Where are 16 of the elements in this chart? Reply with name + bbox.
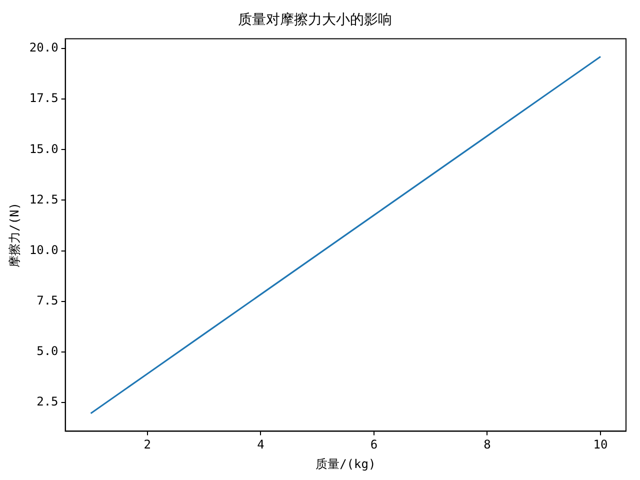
y-tick-label: 10.0: [29, 242, 58, 257]
y-tick-label: 5.0: [36, 344, 58, 358]
y-tick-label: 2.5: [36, 394, 58, 409]
x-tick-label: 8: [484, 438, 491, 452]
y-tick-label: 7.5: [36, 293, 58, 308]
x-tick-label: 2: [144, 438, 152, 452]
x-tick-label: 4: [257, 438, 264, 452]
y-tick-label: 15.0: [29, 142, 58, 156]
y-axis-title: 摩擦力/(N): [7, 202, 22, 268]
x-tick-label: 6: [370, 438, 378, 452]
x-axis-title: 质量/(kg): [316, 456, 376, 471]
x-tick-label: 10: [593, 438, 608, 452]
y-tick-label: 20.0: [29, 40, 58, 55]
chart-title: 质量对摩擦力大小的影响: [238, 12, 392, 28]
y-tick-label: 17.5: [29, 91, 58, 106]
y-tick-label: 12.5: [29, 192, 58, 206]
